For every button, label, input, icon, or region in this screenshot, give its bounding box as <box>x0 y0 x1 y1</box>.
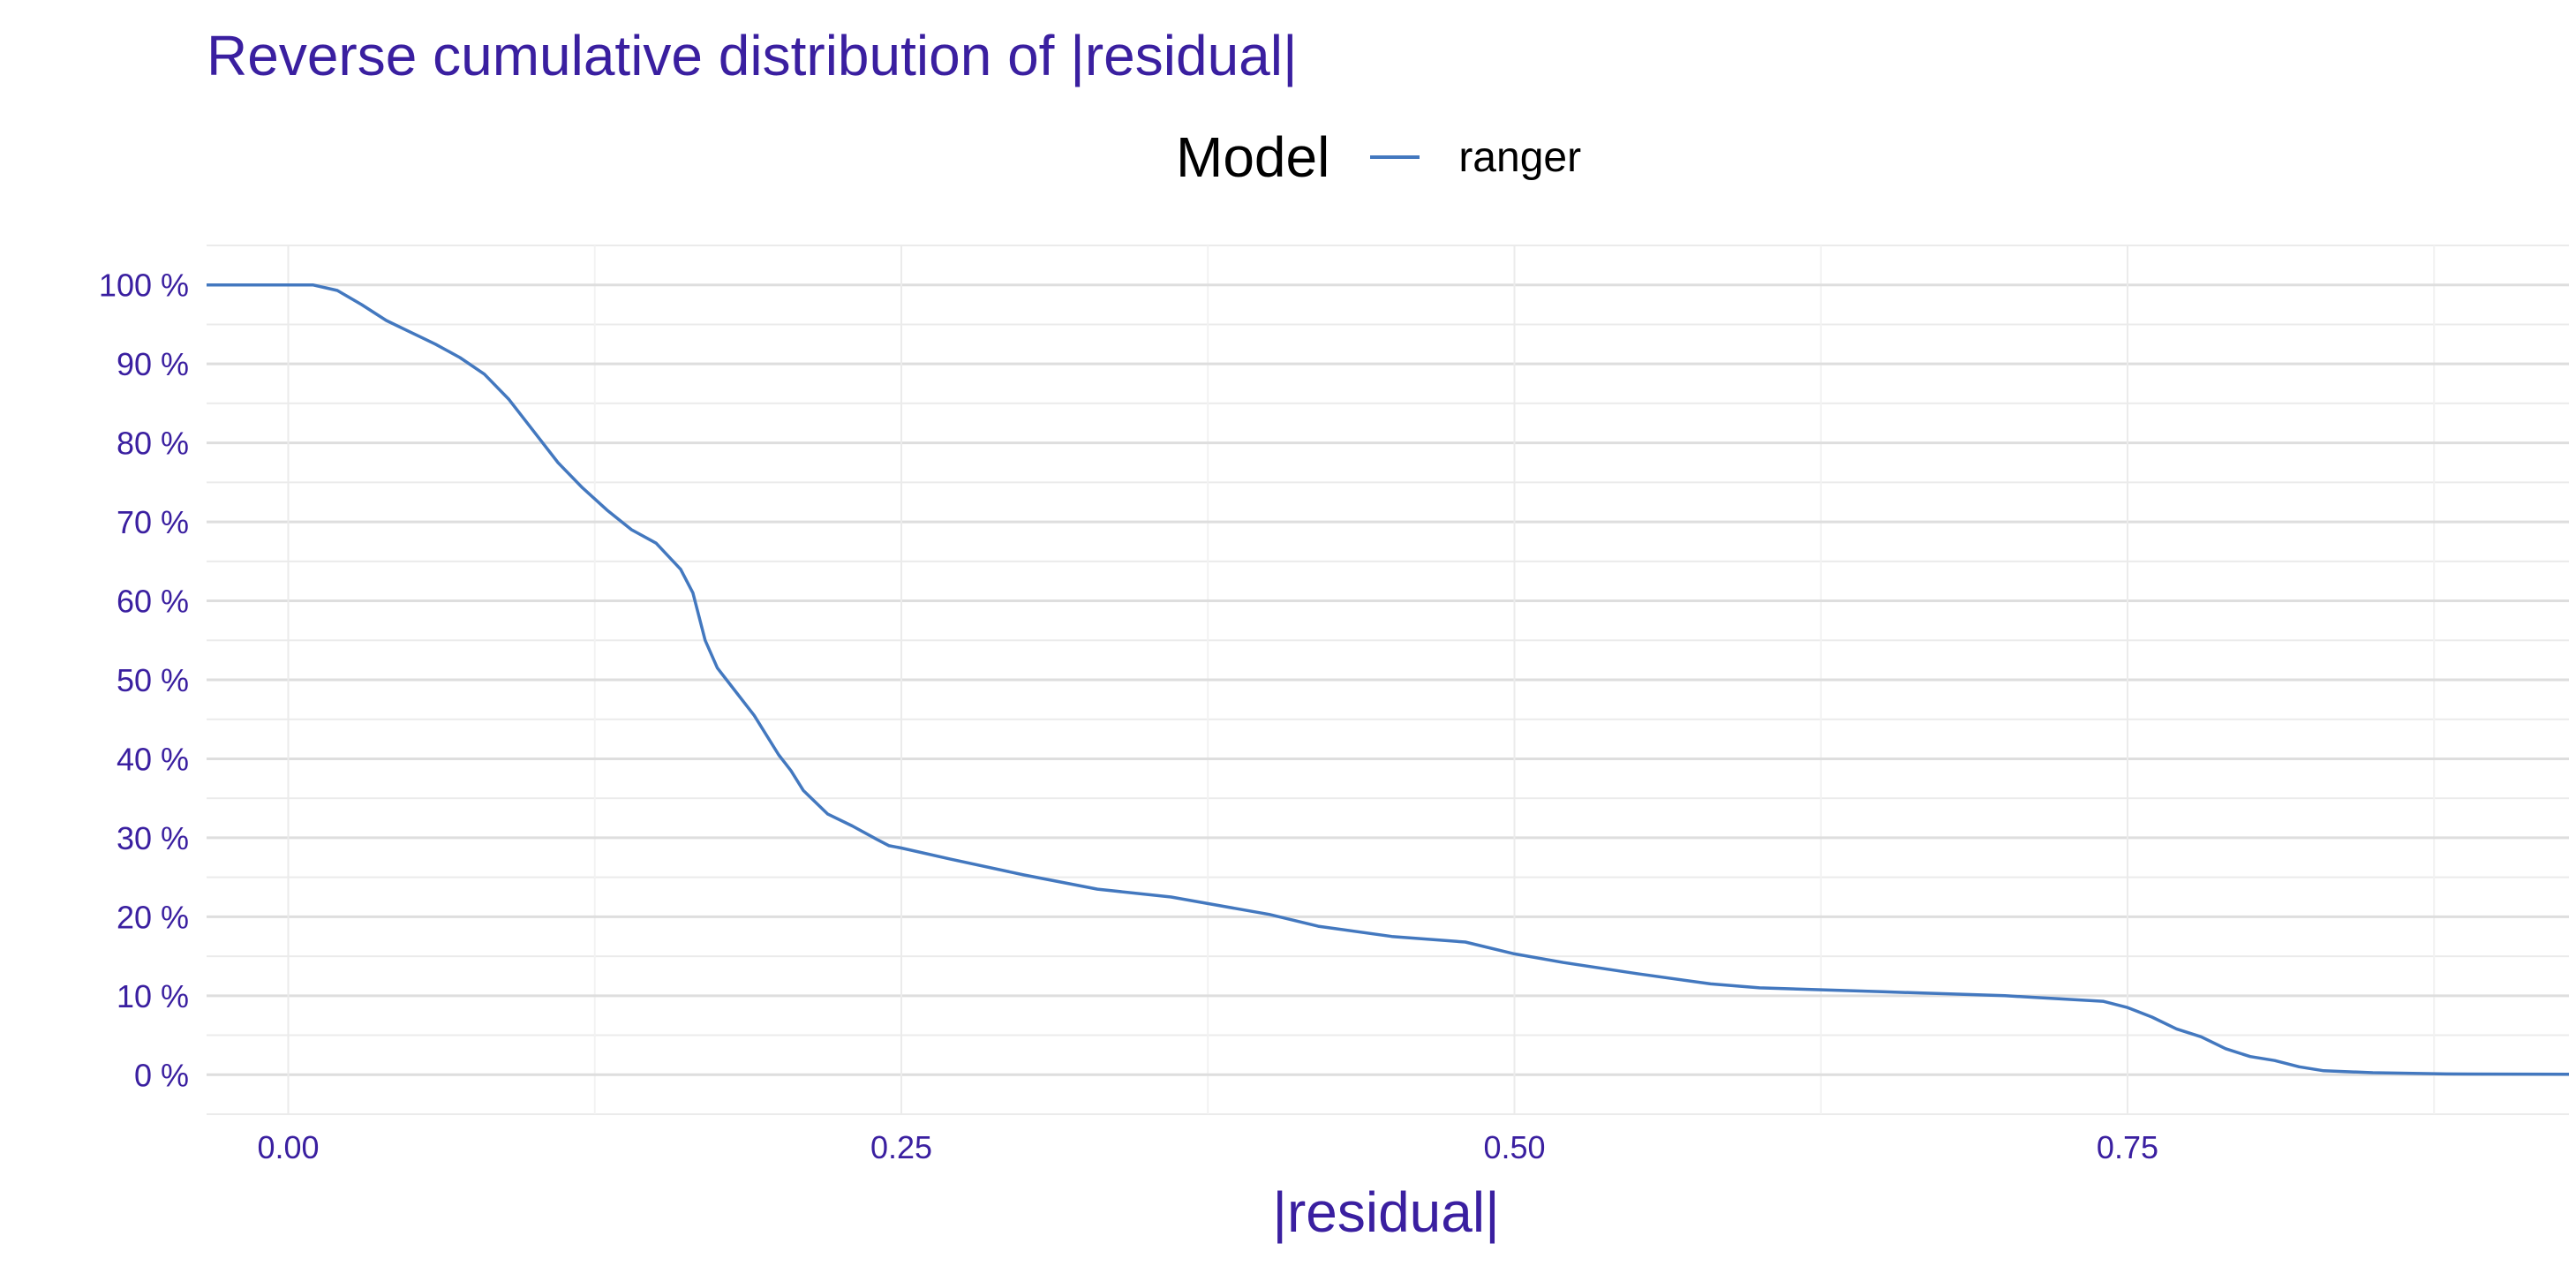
y-tick-label: 90 % <box>117 346 189 382</box>
chart-title: Reverse cumulative distribution of |resi… <box>207 24 1298 87</box>
y-tick-label: 10 % <box>117 978 189 1014</box>
legend-key-ranger <box>1370 155 1420 159</box>
x-axis-label: |residual| <box>1272 1180 1499 1244</box>
y-tick-label: 30 % <box>117 820 189 856</box>
y-tick-label: 20 % <box>117 899 189 935</box>
y-tick-label: 50 % <box>117 662 189 698</box>
legend-title: Model <box>1176 125 1330 189</box>
x-tick-label: 0.25 <box>870 1129 932 1165</box>
y-tick-label: 0 % <box>134 1057 189 1093</box>
y-tick-label: 100 % <box>99 268 189 304</box>
major-gridlines <box>207 245 2569 1114</box>
series-layer <box>207 283 2570 1076</box>
x-tick-label: 0.50 <box>1483 1129 1545 1165</box>
y-tick-labels: 0 % 10 % 20 % 30 % 40 % 50 % 60 % 70 % 80 % 90 % 1… <box>99 268 189 1094</box>
y-tick-label: 70 % <box>117 504 189 540</box>
y-tick-label: 40 % <box>117 741 189 777</box>
legend-label-ranger: ranger <box>1458 133 1582 181</box>
y-tick-label: 80 % <box>117 426 189 462</box>
x-tick-labels: 0.00 0.25 0.50 0.75 <box>257 1129 2158 1165</box>
series-line-ranger <box>207 283 2570 1076</box>
y-tick-label: 60 % <box>117 584 189 620</box>
x-tick-label: 0.75 <box>2097 1129 2158 1165</box>
x-tick-label: 0.00 <box>257 1129 319 1165</box>
legend: Model ranger <box>1176 122 1581 192</box>
